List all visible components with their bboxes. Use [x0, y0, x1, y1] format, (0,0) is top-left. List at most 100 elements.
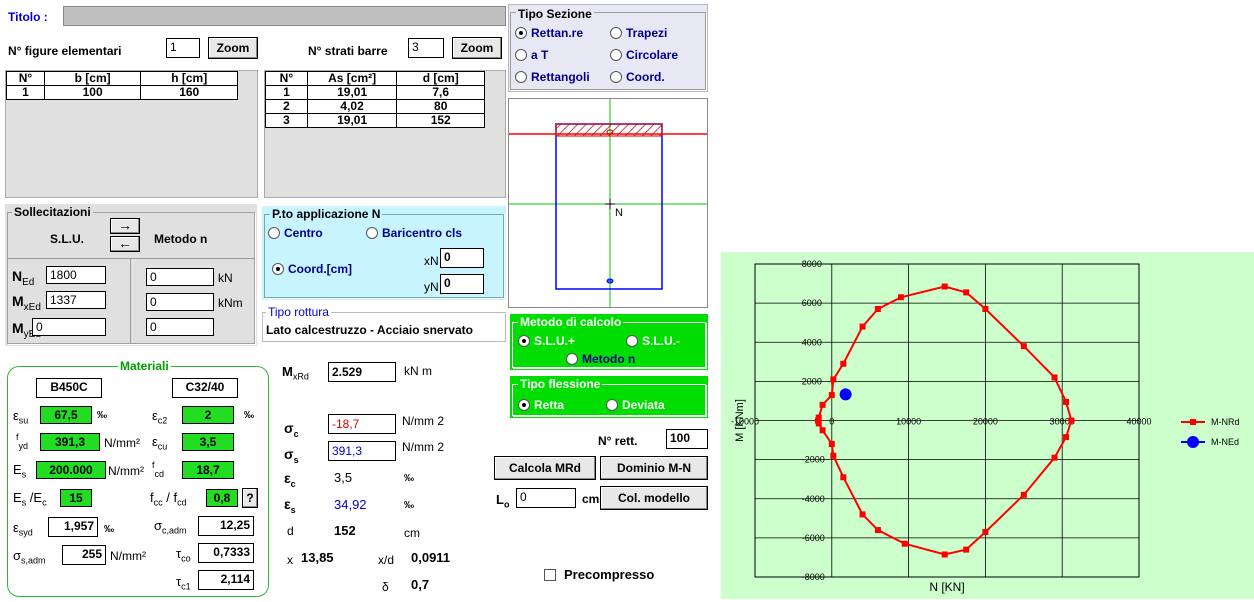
strati-count-input[interactable]: 3	[408, 38, 444, 58]
ned-n-input[interactable]: 0	[146, 268, 214, 286]
radio-a-t[interactable]: a T	[515, 48, 548, 62]
data-point	[897, 294, 904, 301]
d-label: d	[287, 524, 294, 538]
myed-n-input[interactable]: 0	[146, 318, 214, 336]
divider	[8, 258, 254, 259]
baricentro-radio[interactable]: Baricentro cls	[366, 226, 462, 240]
radio-icon	[272, 263, 284, 275]
sc-adm-value[interactable]: 12,25	[198, 516, 254, 536]
lo-input[interactable]: 0	[516, 488, 576, 508]
fyd-value[interactable]: 391,3	[40, 433, 100, 451]
radio-trapezi[interactable]: Trapezi	[610, 26, 667, 40]
mxed-n-input[interactable]: 0	[146, 293, 214, 311]
radio-coord[interactable]: Coord.	[610, 70, 665, 84]
table-cell[interactable]: 152	[396, 113, 485, 128]
x-value: 13,85	[301, 550, 334, 565]
figure-table: N° b [cm] h [cm] 1 100 160	[6, 71, 238, 100]
steel-class[interactable]: B450C	[36, 378, 102, 398]
x-tick-label: 10000	[896, 417, 921, 427]
y-tick-label: 2000	[802, 376, 822, 386]
xn-input[interactable]: 0	[440, 248, 484, 268]
data-point	[982, 529, 989, 536]
esyd-value[interactable]: 1,957	[48, 517, 98, 537]
radio-deviata[interactable]: Deviata	[606, 398, 665, 412]
radio-circolare[interactable]: Circolare	[610, 48, 678, 62]
data-point	[859, 511, 866, 518]
radio-icon	[515, 49, 527, 61]
data-point	[828, 392, 835, 399]
table-cell[interactable]: 2	[265, 99, 308, 114]
table-cell[interactable]: 19,01	[306, 113, 398, 128]
radio-slu-plus[interactable]: S.L.U.+	[518, 334, 575, 348]
data-point	[840, 360, 847, 367]
arrow-right-button[interactable]: →	[110, 218, 140, 234]
table-cell[interactable]: 19,01	[306, 85, 398, 100]
table-cell[interactable]: 1	[265, 85, 308, 100]
radio-rettangoli[interactable]: Rettangoli	[515, 70, 590, 84]
sigma-c-label: σc	[284, 420, 299, 439]
chart-panel: -10000 0 10000 20000 30000 40000 8000 6000 4000 2…	[721, 252, 1254, 599]
xn-label: xN	[424, 254, 439, 268]
d-unit: cm	[404, 526, 420, 540]
col-modello-button[interactable]: Col. modello	[600, 486, 708, 510]
table-cell[interactable]: 1	[6, 85, 45, 100]
precompresso-checkbox[interactable]: Precompresso	[544, 567, 654, 582]
ss-adm-value[interactable]: 255	[62, 545, 106, 565]
arrow-left-button[interactable]: ←	[110, 236, 140, 252]
calcola-mrd-button[interactable]: Calcola MRd	[494, 456, 596, 480]
es-value[interactable]: 200.000	[36, 461, 106, 479]
tc1-value[interactable]: 2,114	[198, 570, 254, 590]
radio-retta[interactable]: Retta	[518, 398, 564, 412]
es-ec-value[interactable]: 15	[60, 489, 92, 507]
eps-s-unit: ‰	[404, 500, 414, 511]
y-axis-label: M [KNm]	[734, 399, 746, 442]
table-cell[interactable]: 80	[396, 99, 485, 114]
tc1-label: τc1	[176, 574, 191, 592]
mxed-input[interactable]: 1337	[46, 291, 106, 309]
figure-count-input[interactable]: 1	[166, 38, 200, 58]
fcc-fcd-value[interactable]: 0,8	[206, 489, 238, 507]
title-input[interactable]	[63, 6, 506, 26]
es-unit: N/mm²	[108, 464, 144, 478]
data-point	[840, 474, 847, 481]
table-cell[interactable]: 3	[265, 113, 308, 128]
table-cell[interactable]: 4,02	[306, 99, 398, 114]
nrett-input[interactable]: 100	[666, 429, 708, 449]
table-cell[interactable]: 100	[43, 85, 142, 100]
radio-metodo-n[interactable]: Metodo n	[566, 352, 635, 366]
concrete-class[interactable]: C32/40	[172, 378, 238, 398]
x-tick-label: -10000	[731, 417, 759, 427]
col-header-n: N°	[6, 71, 45, 86]
tco-label: τco	[176, 546, 191, 564]
data-point	[830, 452, 837, 459]
fcd-value[interactable]: 18,7	[182, 461, 234, 479]
radio-slu-minus[interactable]: S.L.U.-	[626, 334, 680, 348]
help-button[interactable]: ?	[242, 488, 258, 508]
data-point	[839, 388, 852, 401]
figure-zoom-button[interactable]: Zoom	[208, 37, 258, 59]
data-point	[814, 417, 821, 424]
ecu-value[interactable]: 3,5	[182, 433, 234, 451]
table-cell[interactable]: 160	[140, 85, 238, 100]
radio-icon	[626, 335, 638, 347]
esu-value[interactable]: 67,5	[40, 406, 92, 424]
ned-input[interactable]: 1800	[46, 266, 106, 284]
applicazione-legend: P.to applicazione N	[270, 207, 383, 221]
y-tick-label: -4000	[802, 494, 825, 504]
centro-radio[interactable]: Centro	[268, 226, 323, 240]
yn-input[interactable]: 0	[440, 274, 484, 294]
dominio-mn-button[interactable]: Dominio M-N	[600, 456, 708, 480]
x-tick-label: 0	[829, 417, 834, 427]
coord-radio[interactable]: Coord.[cm]	[272, 262, 352, 276]
legend-marker	[1187, 436, 1199, 448]
checkbox-icon	[544, 569, 556, 581]
y-tick-label: -6000	[802, 533, 825, 543]
tco-value[interactable]: 0,7333	[198, 543, 254, 563]
delta-value: 0,7	[411, 577, 430, 592]
myed-input[interactable]: 0	[32, 318, 106, 336]
ec2-value[interactable]: 2	[182, 406, 234, 424]
radio-rettanre[interactable]: Rettan.re	[515, 26, 583, 40]
sollecitazioni-group	[7, 212, 255, 344]
table-cell[interactable]: 7,6	[396, 85, 485, 100]
strati-zoom-button[interactable]: Zoom	[452, 37, 502, 59]
